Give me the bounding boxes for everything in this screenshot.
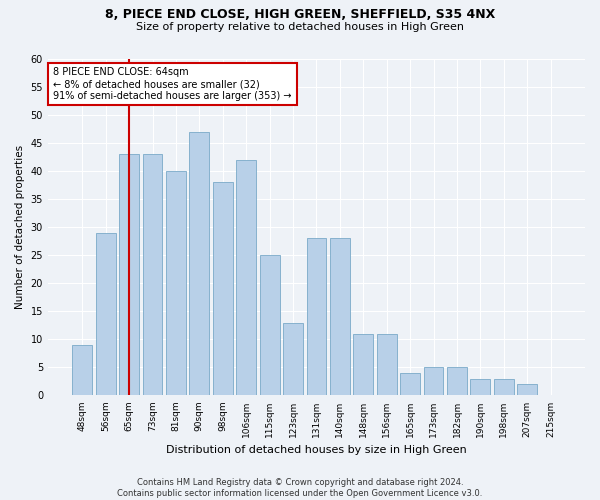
Bar <box>236 160 256 396</box>
Bar <box>143 154 163 396</box>
Bar <box>377 334 397 396</box>
Bar <box>283 322 303 396</box>
Bar <box>353 334 373 396</box>
Bar <box>330 238 350 396</box>
Text: Size of property relative to detached houses in High Green: Size of property relative to detached ho… <box>136 22 464 32</box>
Bar <box>494 378 514 396</box>
Bar <box>307 238 326 396</box>
Y-axis label: Number of detached properties: Number of detached properties <box>15 145 25 310</box>
Bar <box>400 373 420 396</box>
Bar <box>119 154 139 396</box>
Bar <box>166 171 186 396</box>
Bar <box>190 132 209 396</box>
Bar <box>213 182 233 396</box>
Bar <box>517 384 537 396</box>
Text: 8, PIECE END CLOSE, HIGH GREEN, SHEFFIELD, S35 4NX: 8, PIECE END CLOSE, HIGH GREEN, SHEFFIEL… <box>105 8 495 20</box>
Bar <box>260 256 280 396</box>
Bar <box>424 368 443 396</box>
Bar <box>470 378 490 396</box>
Bar <box>73 345 92 396</box>
Bar <box>447 368 467 396</box>
X-axis label: Distribution of detached houses by size in High Green: Distribution of detached houses by size … <box>166 445 467 455</box>
Bar <box>96 233 116 396</box>
Text: 8 PIECE END CLOSE: 64sqm
← 8% of detached houses are smaller (32)
91% of semi-de: 8 PIECE END CLOSE: 64sqm ← 8% of detache… <box>53 68 292 100</box>
Text: Contains HM Land Registry data © Crown copyright and database right 2024.
Contai: Contains HM Land Registry data © Crown c… <box>118 478 482 498</box>
